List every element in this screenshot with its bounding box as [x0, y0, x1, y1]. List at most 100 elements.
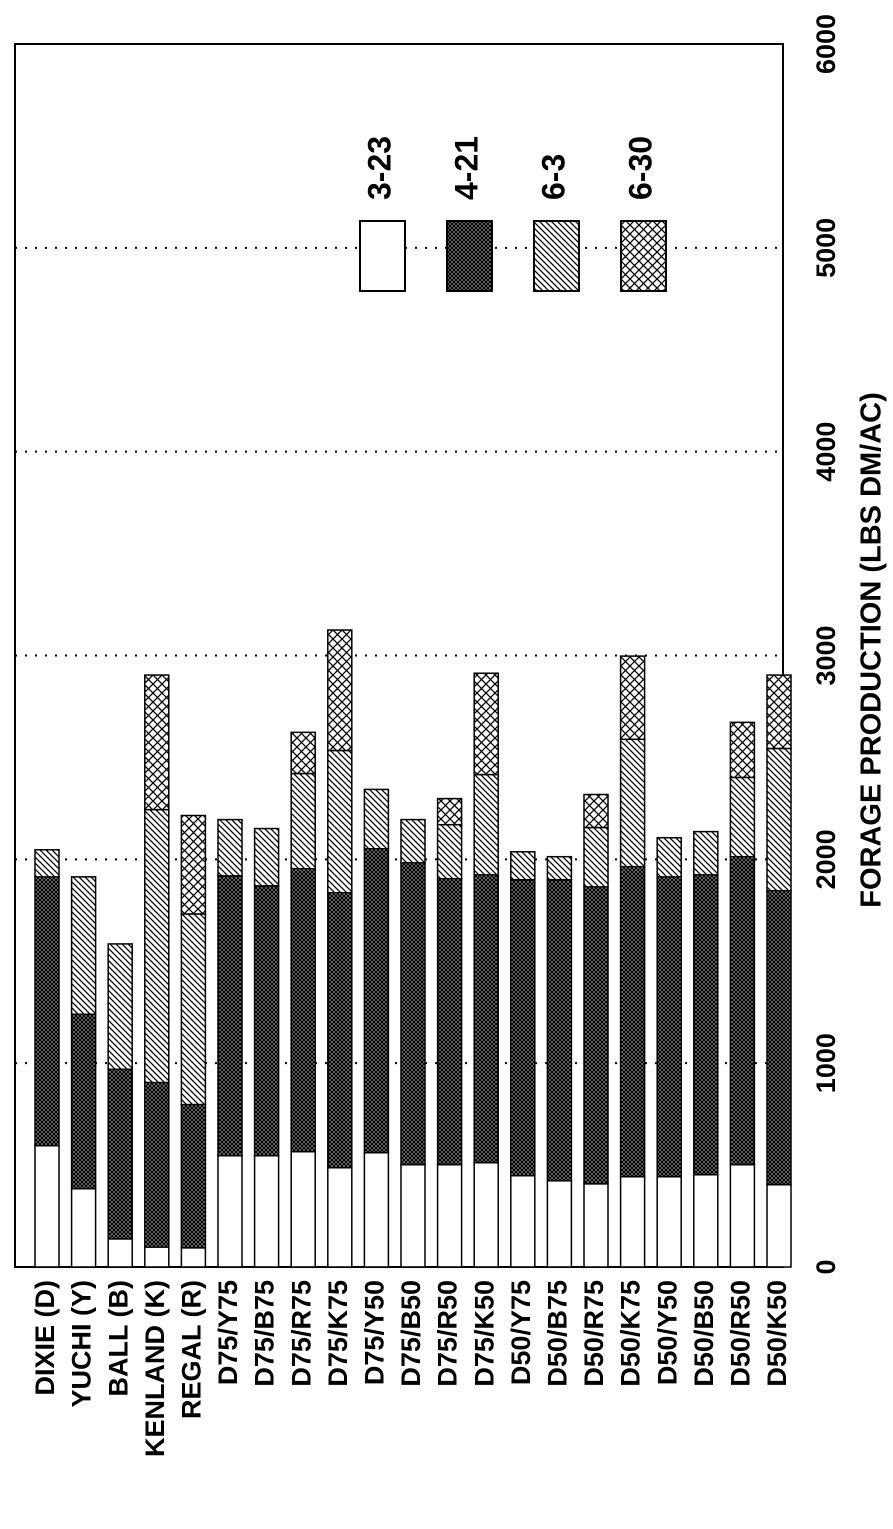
x-tick-label: D50/Y50	[652, 1280, 682, 1385]
bar-segment	[34, 876, 60, 1147]
x-tick-label: D50/B75	[543, 1280, 573, 1387]
y-tick-label: 2000	[811, 829, 841, 889]
bar-segment	[107, 1068, 133, 1240]
bar-segment	[400, 862, 426, 1166]
bar-segment	[327, 1166, 353, 1268]
bar-segment	[473, 874, 499, 1164]
bar-segment	[107, 943, 133, 1071]
legend-label: 4-21	[448, 136, 484, 200]
bar-segment	[583, 793, 609, 829]
x-tick-label: D50/K50	[762, 1280, 792, 1387]
bar-segment	[619, 865, 646, 1178]
x-tick-label: D75/K50	[469, 1280, 499, 1387]
bar-segment	[766, 674, 792, 750]
bar-segment	[400, 818, 426, 864]
bar-segment	[729, 855, 756, 1166]
legend-swatch	[533, 220, 580, 292]
y-tick-label: 0	[811, 1259, 841, 1274]
bar-segment	[473, 773, 499, 876]
x-tick-label: D75/B75	[250, 1280, 280, 1387]
bar-segment	[34, 1144, 60, 1268]
y-tick-label: 6000	[811, 14, 841, 74]
bar-segment	[619, 1175, 646, 1268]
bar-segment	[510, 878, 536, 1177]
x-tick-label: D75/Y75	[213, 1280, 243, 1385]
bar-segment	[290, 772, 316, 870]
bar-segment	[253, 827, 280, 887]
bar-segment	[180, 1103, 207, 1249]
bar-segment	[144, 808, 170, 1084]
bar-segment	[290, 731, 316, 775]
bar-segment	[546, 1180, 573, 1268]
bar-segment	[253, 885, 280, 1157]
bar-segment	[546, 855, 573, 881]
bar-segment	[70, 1187, 97, 1268]
legend-label: 3-23	[361, 136, 397, 200]
x-tick-label: D75/R50	[433, 1280, 463, 1387]
bar-segment	[363, 847, 390, 1154]
bar-segment	[436, 823, 463, 880]
y-tick-label: 5000	[811, 218, 841, 278]
x-tick-label: KENLAND (K)	[140, 1280, 170, 1457]
x-tick-label: D50/B50	[689, 1280, 719, 1387]
bar-segment	[436, 877, 463, 1166]
bar-segment	[107, 1238, 133, 1268]
x-tick-label: D75/K75	[323, 1280, 353, 1387]
y-tick-label: 3000	[811, 625, 841, 685]
legend-swatch	[446, 220, 493, 292]
bar-segment	[693, 874, 719, 1176]
bar-segment	[546, 878, 573, 1182]
bar-segment	[144, 1081, 170, 1248]
legend-swatch	[359, 220, 406, 292]
bar-segment	[327, 892, 353, 1169]
bar-segment	[70, 1013, 97, 1190]
x-tick-label: REGAL (R)	[177, 1280, 207, 1419]
bar-segment	[510, 851, 536, 881]
bar-segment	[217, 1154, 243, 1268]
bar-segment	[144, 1246, 170, 1268]
bar-segment	[729, 776, 756, 858]
bar-segment	[327, 749, 353, 894]
bar-segment	[729, 1163, 756, 1268]
axis-label: FORAGE PRODUCTION (LBS DM/AC)	[856, 392, 888, 908]
bar-segment	[656, 836, 682, 878]
bar-segment	[253, 1154, 280, 1268]
x-tick-label: D50/R50	[726, 1280, 756, 1387]
bar-segment	[180, 1247, 207, 1268]
bar-segment	[583, 826, 609, 888]
bar-segment	[693, 830, 719, 876]
legend-label: 6-30	[622, 136, 658, 200]
bar-segment	[327, 629, 353, 752]
x-tick-label: D75/R75	[286, 1280, 316, 1387]
bar-segment	[583, 1183, 609, 1268]
bar-segment	[217, 875, 243, 1157]
x-tick-label: D50/Y75	[506, 1280, 536, 1385]
bar-segment	[583, 886, 609, 1185]
x-tick-label: D75/Y50	[360, 1280, 390, 1385]
bar-segment	[217, 818, 243, 877]
bar-segment	[766, 889, 792, 1186]
bar-segment	[290, 1150, 316, 1268]
x-tick-label: D50/K75	[616, 1280, 646, 1387]
bar-segment	[729, 721, 756, 779]
bar-segment	[656, 876, 682, 1178]
bar-segment	[363, 788, 390, 850]
bar-segment	[619, 655, 646, 741]
bar-segment	[473, 672, 499, 776]
bar-segment	[656, 1175, 682, 1268]
x-tick-label: YUCHI (Y)	[67, 1280, 97, 1408]
bar-segment	[144, 674, 170, 811]
bar-segment	[619, 738, 646, 868]
bar-segment	[510, 1174, 536, 1268]
y-tick-label: 1000	[811, 1033, 841, 1093]
bar-segment	[180, 814, 207, 915]
bar-segment	[766, 1183, 792, 1268]
bar-segment	[436, 797, 463, 826]
bar-segment	[34, 849, 60, 878]
bar-segment	[180, 913, 207, 1106]
bar-segment	[436, 1163, 463, 1268]
bar-segment	[70, 876, 97, 1015]
x-tick-label: BALL (B)	[103, 1280, 133, 1396]
bar-segment	[290, 867, 316, 1153]
